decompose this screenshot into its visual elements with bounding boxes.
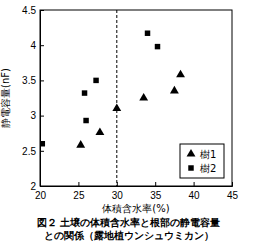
point (40, 141, 45, 146)
x-tick: 45 (227, 182, 239, 201)
y-tick-mark (40, 186, 44, 187)
y-tick-mark (40, 80, 44, 81)
y-tick: 3 (30, 110, 44, 121)
x-tick: 40 (189, 182, 201, 201)
x-tick: 25 (73, 182, 85, 201)
x-tick-label: 25 (73, 190, 85, 201)
y-tick-mark (40, 45, 44, 46)
y-tick: 4 (30, 40, 44, 51)
y-tick-label: 4 (30, 40, 36, 51)
y-axis-title: 静電容量(nF) (0, 68, 11, 128)
chart: 20 25 30 35 40 45 2 2.5 3 3.5 4 4.5 体積含水率(%) 静電容量(nF)… (0, 0, 267, 244)
y-tick-label: 3 (30, 110, 36, 121)
x-tick-mark (155, 182, 156, 186)
x-tick-label: 20 (35, 190, 47, 201)
caption: 図２ 土壌の体積含水率と根部の静電容量 (37, 217, 220, 228)
x-tick-mark (78, 182, 79, 186)
x-axis-title: 体積含水率(%) (102, 203, 169, 214)
point (112, 103, 121, 111)
x-axis-line (41, 182, 233, 187)
y-tick-label: 2 (30, 181, 36, 192)
y-axis-line (41, 11, 45, 187)
legend-symbol (188, 165, 193, 170)
y-tick-mark (40, 116, 44, 117)
y-tick: 2 (30, 181, 44, 192)
y-tick: 4.5 (22, 5, 44, 16)
point (176, 70, 185, 78)
y-tick: 2.5 (22, 146, 44, 157)
y-tick: 3.5 (22, 75, 44, 86)
y-tick-label: 3.5 (22, 75, 36, 86)
legend: 樹1樹2 (180, 144, 224, 178)
x-tick-label: 45 (227, 190, 239, 201)
point (170, 86, 179, 94)
x-tick-mark (194, 182, 195, 186)
reference-line (116, 10, 117, 186)
point (145, 30, 150, 35)
y-tick-label: 4.5 (22, 5, 36, 16)
point (76, 140, 85, 148)
caption: との関係（露地植ウンシュウミカン） (44, 230, 214, 241)
x-tick-label: 40 (189, 190, 201, 201)
point (83, 118, 88, 123)
legend-box (180, 144, 224, 178)
plot-frame (40, 10, 232, 186)
point (139, 93, 148, 101)
point (93, 78, 98, 83)
series-points (40, 30, 160, 146)
legend-label: 樹1 (200, 149, 216, 160)
y-tick-mark (40, 10, 44, 11)
y-tick-mark (40, 151, 44, 152)
x-tick-label: 30 (112, 190, 124, 201)
point (95, 127, 104, 135)
y-tick-label: 2.5 (22, 146, 36, 157)
x-tick-label: 35 (150, 190, 162, 201)
y-axis: 2 2.5 3 3.5 4 4.5 (22, 5, 44, 192)
x-tick-mark (232, 182, 233, 186)
point (155, 44, 160, 49)
legend-label: 樹2 (200, 163, 216, 174)
x-axis: 20 25 30 35 40 45 (35, 182, 239, 201)
x-tick: 35 (150, 182, 162, 201)
plot-area (40, 10, 185, 186)
x-tick: 30 (112, 182, 124, 201)
point (82, 90, 87, 95)
series-points (76, 70, 185, 148)
legend-symbol (187, 149, 196, 157)
